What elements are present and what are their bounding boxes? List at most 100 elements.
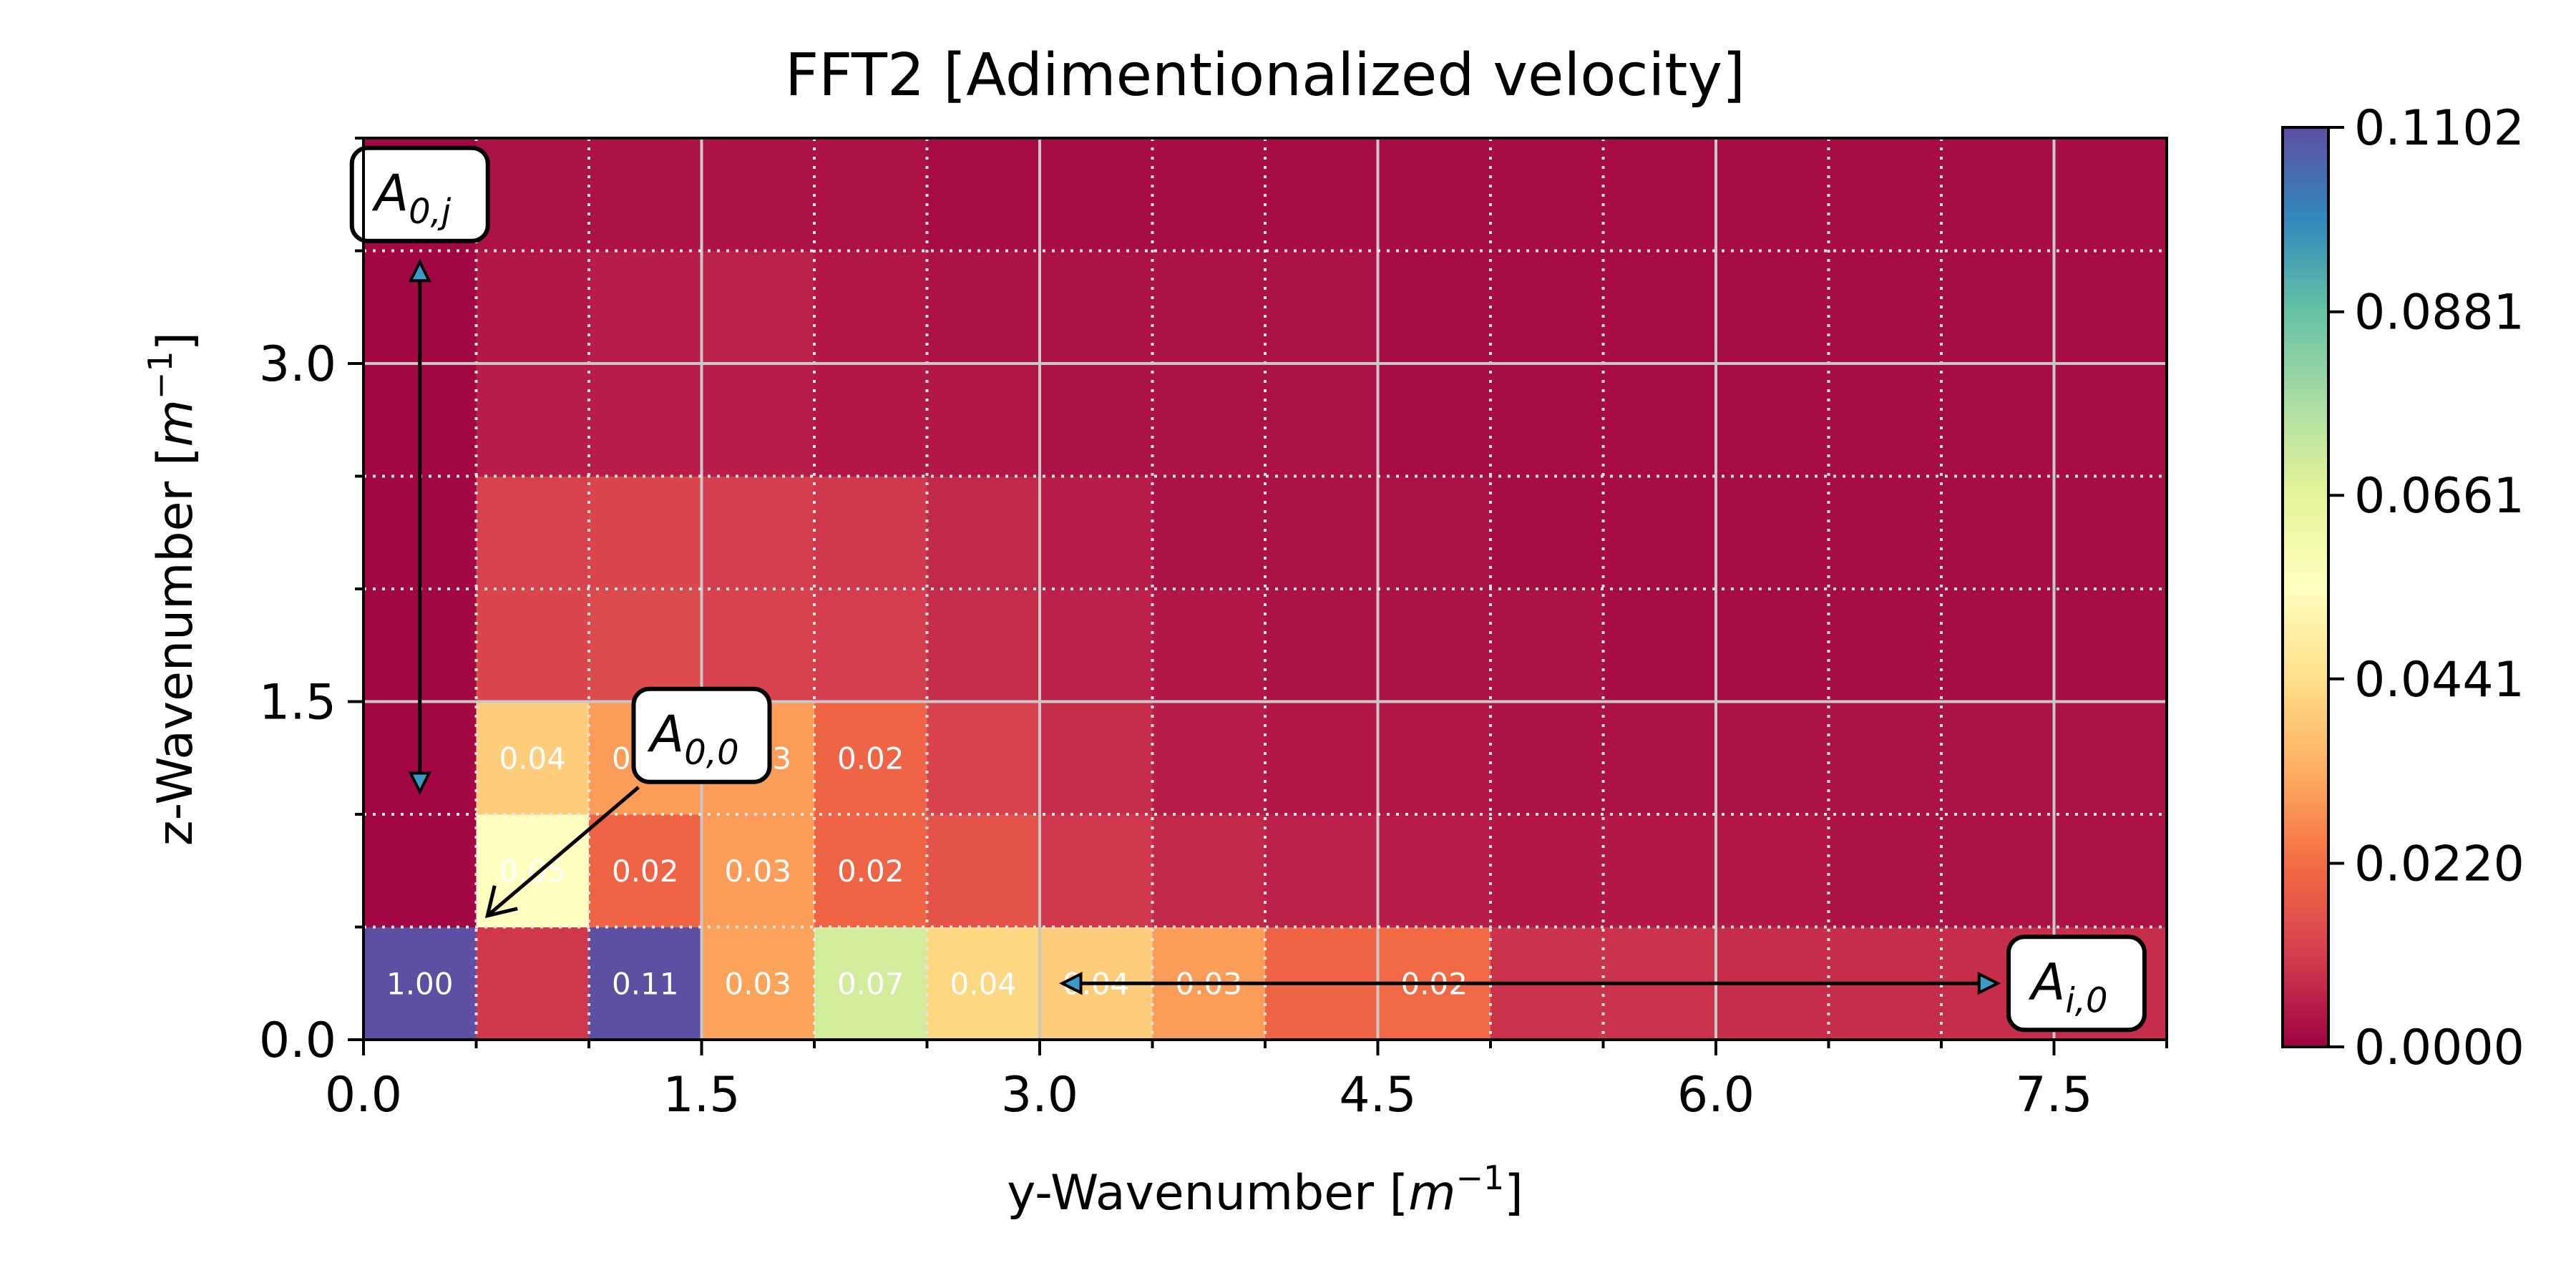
heatmap-cell	[927, 364, 1040, 477]
annotation-label-a00: A0,0	[647, 705, 738, 773]
annotation-box-a0j	[349, 145, 490, 243]
heatmap-cell	[1828, 138, 1942, 251]
y-tick-label: 3.0	[259, 336, 336, 393]
x-axis-label-exp: −1	[1455, 1158, 1504, 1197]
cell-value-label: 0.03	[724, 966, 791, 1001]
heatmap-cell	[1491, 814, 1604, 927]
heatmap-cell	[814, 476, 927, 590]
heatmap-cell	[364, 927, 477, 1040]
heatmap-cell	[1265, 701, 1378, 815]
heatmap-cell	[701, 476, 815, 590]
annotation-label-base: A	[371, 164, 409, 223]
heatmap-cell	[927, 250, 1040, 364]
cell-value-label: 0.02	[612, 854, 679, 889]
heatmap-cell	[2054, 476, 2167, 590]
colorbar-gradient	[2281, 126, 2330, 1048]
annotations: A0,jA0,0Ai,0	[349, 145, 2147, 1033]
heatmap-cell	[1941, 701, 2054, 815]
heatmap-cell	[1828, 250, 1942, 364]
heatmap-cell	[927, 701, 1040, 815]
heatmap-cell	[927, 814, 1040, 927]
heatmap-cell	[1491, 364, 1604, 477]
heatmap-cell	[2054, 364, 2167, 477]
colorbar: 0.0000 0.0220 0.0441 0.0661 0.0881 0.1102	[2281, 100, 2524, 1076]
heatmap-cell	[1941, 250, 2054, 364]
heatmap-cell	[1828, 814, 1942, 927]
heatmap-cell	[927, 138, 1040, 251]
cell-value-label: 0.04	[950, 966, 1017, 1001]
heatmap-cell	[1828, 364, 1942, 477]
heatmap-cell	[1040, 814, 1153, 927]
heatmap-cell	[476, 250, 590, 364]
x-axis: 0.0 1.5 3.0 4.5 6.0 7.5	[325, 1040, 2168, 1123]
arrow-head	[1977, 972, 2001, 995]
heatmap-cell	[814, 814, 927, 927]
y-axis: 0.0 1.5 3.0	[259, 137, 364, 1069]
annotation-box-a00	[631, 686, 772, 784]
arrow-head	[1059, 972, 1083, 995]
x-tick-label: 3.0	[1001, 1067, 1078, 1123]
heatmap-cell	[589, 589, 702, 702]
heatmap-cell	[1377, 364, 1491, 477]
heatmap-cell	[2054, 814, 2167, 927]
heatmap-cell	[927, 476, 1040, 590]
heatmap-cells	[364, 138, 2167, 1040]
heatmap-cell	[364, 814, 477, 927]
y-axis-label-exp: −1	[141, 351, 180, 399]
annotation-label-subscript: i,0	[2065, 980, 2107, 1020]
heatmap-cell	[1716, 814, 1829, 927]
heatmap-cell	[1828, 701, 1942, 815]
heatmap-cell	[1265, 476, 1378, 590]
heatmap-cell	[701, 138, 815, 251]
heatmap-cell	[701, 364, 815, 477]
x-axis-label: y-Wavenumber [m−1]	[1007, 1158, 1523, 1221]
x-tick-label: 7.5	[2015, 1067, 2092, 1123]
heatmap-cell	[1941, 364, 2054, 477]
heatmap-cell	[476, 589, 590, 702]
y-axis-label: z-Wavenumber [m−1]	[141, 332, 204, 846]
heatmap-cell	[927, 589, 1040, 702]
heatmap-cell	[589, 927, 702, 1040]
heatmap-cell	[814, 589, 927, 702]
colorbar-tick-label: 0.1102	[2354, 100, 2524, 157]
heatmap-cell	[814, 364, 927, 477]
annotation-label-base: A	[647, 705, 684, 763]
heatmap-cell	[1152, 589, 1266, 702]
x-tick-label: 6.0	[1677, 1067, 1755, 1123]
heatmap-cell	[701, 814, 815, 927]
heatmap-cell	[1603, 476, 1717, 590]
heatmap-cell	[1152, 138, 1266, 251]
heatmap-cell	[1828, 476, 1942, 590]
heatmap-cell	[1491, 476, 1604, 590]
heatmap-cell	[814, 927, 927, 1040]
cell-value-label: 0.02	[837, 741, 904, 776]
cell-value-label: 0.11	[612, 966, 679, 1001]
heatmap-cell	[1265, 589, 1378, 702]
x-tick-label: 4.5	[1339, 1067, 1416, 1123]
annotation-label-base: A	[2028, 952, 2065, 1011]
heatmap-cell	[1941, 476, 2054, 590]
y-axis-label-unit: m	[147, 399, 204, 447]
cell-value-label: 1.00	[386, 966, 454, 1001]
heatmap-cell	[1040, 589, 1153, 702]
heatmap-cell	[589, 476, 702, 590]
heatmap-cell	[1040, 250, 1153, 364]
heatmap-cell	[1377, 814, 1491, 927]
heatmap-cell	[2054, 250, 2167, 364]
heatmap-cell	[1716, 364, 1829, 477]
x-tick-label: 0.0	[325, 1067, 402, 1123]
heatmap-cell	[1377, 138, 1491, 251]
heatmap-cell	[1152, 476, 1266, 590]
heatmap-cell	[589, 250, 702, 364]
x-axis-label-unit: m	[1408, 1165, 1455, 1221]
heatmap-cell	[701, 250, 815, 364]
heatmap-cell	[1603, 701, 1717, 815]
heatmap-cell	[2054, 701, 2167, 815]
heatmap-cell	[1377, 476, 1491, 590]
y-tick-label: 1.5	[259, 675, 336, 731]
heatmap-cell	[1152, 250, 1266, 364]
heatmap-cell	[927, 927, 1040, 1040]
heatmap-cell	[814, 250, 927, 364]
y-tick-label: 0.0	[259, 1013, 336, 1069]
